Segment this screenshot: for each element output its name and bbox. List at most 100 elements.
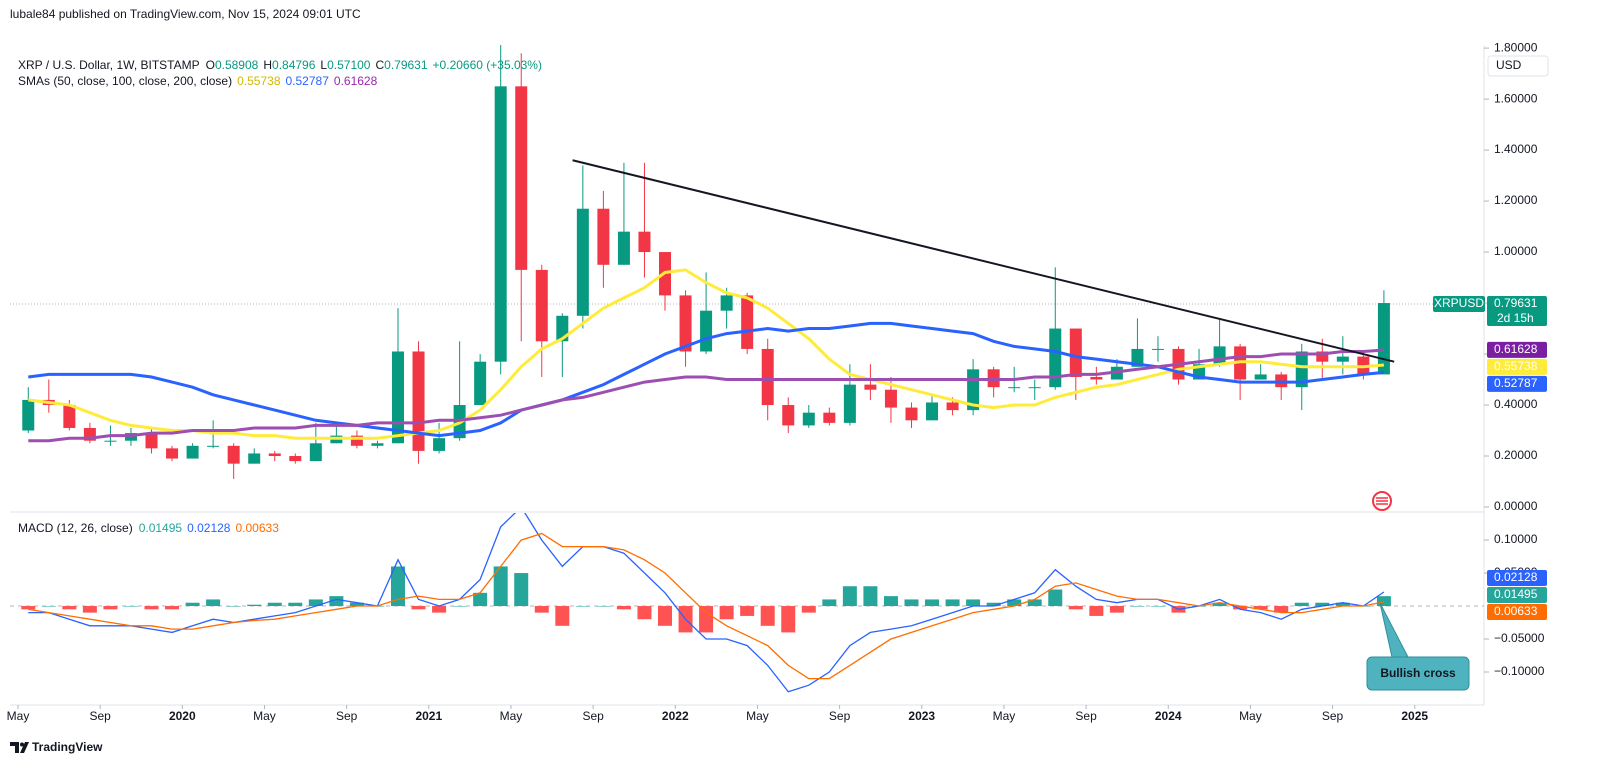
candle-body: [248, 453, 261, 464]
y-tick-label: 0.00000: [1494, 499, 1538, 513]
candle-body: [679, 295, 692, 352]
histogram-bar: [329, 596, 344, 607]
histogram-bar: [144, 606, 159, 610]
histogram-bar: [1274, 606, 1289, 613]
sma-badge-bg: [1487, 358, 1547, 375]
y-tick-label: 1.00000: [1494, 244, 1538, 258]
x-tick-label: Sep: [1322, 709, 1344, 723]
macd-title: MACD (12, 26, close): [18, 521, 133, 535]
histogram-bar: [925, 599, 940, 607]
histogram-bar: [390, 566, 405, 607]
histogram-bar: [206, 599, 221, 607]
histogram-bar: [555, 606, 570, 626]
histogram-bar: [103, 606, 118, 610]
candle-body: [597, 208, 610, 265]
histogram-bar: [575, 606, 590, 607]
histogram-bar: [966, 599, 981, 607]
candle-body: [1213, 346, 1226, 365]
histogram-bar: [349, 602, 364, 607]
histogram-bar: [781, 606, 796, 633]
macd-legend: MACD (12, 26, close) 0.01495 0.02128 0.0063…: [18, 521, 279, 535]
histogram-bar: [226, 606, 241, 607]
histogram-bar: [62, 606, 77, 610]
candle-body: [926, 402, 939, 421]
histogram-bar: [637, 606, 652, 620]
candle-body: [289, 456, 302, 462]
histogram-bar: [432, 606, 447, 613]
x-tick-label: 2023: [908, 709, 935, 723]
candle-body: [1008, 387, 1021, 389]
histogram-bar: [247, 604, 262, 607]
histogram-bar: [1315, 602, 1330, 607]
histogram-bar: [185, 602, 200, 607]
histogram-bar: [123, 606, 138, 607]
histogram-bar: [514, 573, 529, 607]
macd-value: 0.02128: [187, 521, 231, 535]
sma-label: SMAs (50, close, 100, close, 200, close): [18, 74, 232, 88]
histogram-bar: [288, 602, 303, 607]
sma-badge: 0.52787: [1494, 376, 1538, 390]
legend-line: XRP / U.S. Dollar, 1W, BITSTAMP O0.58908 H…: [18, 58, 542, 72]
flag-icon: [1372, 491, 1392, 511]
histogram-badge-bg: [1487, 586, 1547, 603]
histogram-bar: [1253, 606, 1268, 610]
histogram-bar: [1294, 602, 1309, 607]
logo-dot: [20, 742, 24, 747]
ohlc-value: 0.58908: [215, 58, 259, 72]
histogram-bar: [658, 606, 673, 626]
histogram-bar: [308, 599, 323, 607]
trendline: [572, 159, 1395, 363]
y-tick-label: 1.80000: [1494, 40, 1538, 54]
candle-body: [433, 438, 446, 451]
ohlc-value: 0.84796: [272, 58, 316, 72]
candle-body: [515, 86, 528, 270]
candle-body: [1336, 356, 1349, 362]
x-tick-label: May: [1239, 709, 1262, 723]
histogram-bar: [801, 606, 816, 613]
histogram-bar: [863, 586, 878, 607]
histogram-badge: 0.01495: [1494, 587, 1538, 601]
candle-body: [638, 231, 651, 253]
ohlc-value: 0.57100: [327, 58, 371, 72]
price-badge-bg: [1487, 295, 1547, 326]
histogram-bar: [1109, 606, 1124, 613]
y-tick-label: 0.10000: [1494, 532, 1538, 546]
symbol-badge: XRPUSD: [1434, 296, 1484, 310]
x-tick-label: May: [746, 709, 769, 723]
candle-body: [946, 402, 959, 411]
annotation-box: [1366, 656, 1470, 691]
candle-body: [1295, 351, 1308, 388]
symbol-badge-bg: [1433, 295, 1485, 312]
candle-body: [104, 440, 117, 442]
histogram-bar: [493, 566, 508, 607]
y-tick-label: 0.20000: [1494, 448, 1538, 462]
candle-body: [1069, 328, 1082, 377]
x-tick-label: Sep: [582, 709, 604, 723]
events-stripes: [1376, 497, 1388, 505]
candle-body: [63, 405, 76, 428]
overlay: 0.000000.200000.400000.600000.800001.000…: [7, 40, 1549, 723]
histogram-bar: [534, 606, 549, 613]
sma-value: 0.52787: [286, 74, 330, 88]
macd-badge-bg: [1487, 569, 1547, 586]
candle-body: [1254, 374, 1267, 380]
histogram-bar: [945, 599, 960, 607]
histogram-bar: [1027, 599, 1042, 607]
signal-line: [28, 532, 1385, 680]
candle-body: [864, 384, 877, 390]
histogram-bar: [699, 606, 714, 633]
y-tick-label: 1.40000: [1494, 142, 1538, 156]
candle-body: [802, 412, 815, 426]
x-tick-label: 2025: [1401, 709, 1428, 723]
sma-legend: SMAs (50, close, 100, close, 200, close)…: [18, 74, 378, 88]
candle-body: [474, 361, 487, 406]
sma-line: [28, 348, 1385, 443]
candle-body: [207, 445, 220, 447]
histogram-bar: [842, 586, 857, 607]
histogram-bar: [1233, 606, 1248, 610]
histogram-bar: [986, 602, 1001, 607]
countdown: 2d 15h: [1497, 311, 1534, 325]
histogram-bar: [1212, 602, 1227, 607]
signal-badge-bg: [1487, 603, 1547, 620]
